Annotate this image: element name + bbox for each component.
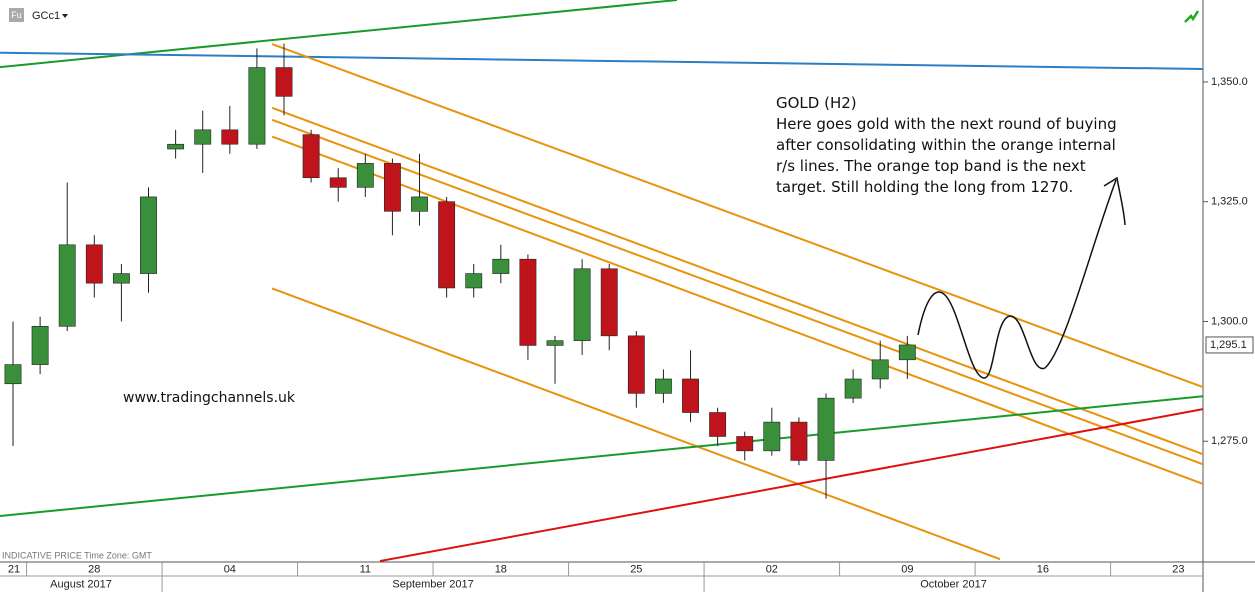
x-tick-label: 21 xyxy=(8,563,20,575)
trendline xyxy=(379,408,1204,563)
candle-body xyxy=(194,129,212,145)
annotation-line: after consolidating within the orange in… xyxy=(776,136,1116,154)
candle-body xyxy=(275,67,293,97)
trendlines xyxy=(0,0,1204,563)
candle-body xyxy=(329,177,347,188)
candle-body xyxy=(31,325,49,365)
projection-curve xyxy=(917,176,1126,379)
candle-body xyxy=(763,421,781,452)
candle-body xyxy=(898,344,916,361)
candle-body xyxy=(736,436,754,452)
candle-body xyxy=(112,273,130,284)
candle-body xyxy=(519,258,537,346)
candle-body xyxy=(302,134,320,179)
candle-body xyxy=(844,378,862,399)
x-tick-label: 23 xyxy=(1172,563,1184,575)
month-label: October 2017 xyxy=(920,578,987,590)
y-tick-label: 1,325.0 xyxy=(1211,196,1248,208)
candle-body xyxy=(546,340,564,346)
trendline xyxy=(271,106,1204,456)
watermark: www.tradingchannels.uk xyxy=(123,390,296,406)
x-tick-label: 11 xyxy=(360,563,371,575)
trendline xyxy=(271,43,1204,389)
candle-body xyxy=(85,244,103,284)
trendline xyxy=(0,395,1204,518)
y-axis-panel xyxy=(1203,0,1255,592)
month-label: September 2017 xyxy=(392,578,473,590)
x-tick-label: 04 xyxy=(224,563,236,575)
candle-body xyxy=(58,244,76,327)
candle-body xyxy=(167,143,185,150)
candle-body xyxy=(4,364,22,385)
trendline xyxy=(271,135,1204,485)
y-tick-label: 1,300.0 xyxy=(1211,315,1248,327)
candle-body xyxy=(383,163,401,212)
last-price-box xyxy=(1205,336,1254,354)
x-tick-label: 02 xyxy=(766,563,778,575)
candle-body xyxy=(627,335,645,394)
badge: Fu xyxy=(11,10,22,20)
symbol[interactable]: GCc1 xyxy=(32,10,60,22)
candle-body xyxy=(871,359,889,380)
candle-body xyxy=(654,378,672,394)
x-tick-label: 18 xyxy=(495,563,507,575)
candle-body xyxy=(817,397,835,461)
candle-body xyxy=(221,129,239,145)
candle-body xyxy=(790,421,808,461)
candle-body xyxy=(248,67,266,145)
trendline xyxy=(271,118,1204,466)
x-tick-label: 28 xyxy=(88,563,100,575)
footer: INDICATIVE PRICE Time Zone: GMT xyxy=(2,550,152,560)
trendline xyxy=(0,0,678,69)
candle-body xyxy=(465,273,483,289)
x-tick-label: 16 xyxy=(1037,563,1049,575)
candle-body xyxy=(492,258,510,274)
badge-box xyxy=(9,8,24,22)
x-tick-label: 09 xyxy=(901,563,913,575)
trendline xyxy=(0,51,1204,70)
candle-body xyxy=(140,196,157,274)
candle-body xyxy=(356,163,374,188)
candle-body xyxy=(682,378,699,413)
y-tick-label: 1,275.0 xyxy=(1211,435,1248,447)
annotation-line: GOLD (H2) xyxy=(776,94,857,112)
dropdown-arrow[interactable] xyxy=(62,14,68,18)
candles xyxy=(4,43,916,499)
trendline xyxy=(271,287,1001,561)
month-label: August 2017 xyxy=(50,578,112,590)
candle-body xyxy=(709,412,727,437)
annotation-line: target. Still holding the long from 1270… xyxy=(776,178,1073,196)
x-tick-label: 25 xyxy=(630,563,642,575)
candle-body xyxy=(600,268,618,337)
candle-body xyxy=(573,268,591,341)
annotation-line: Here goes gold with the next round of bu… xyxy=(776,115,1117,133)
status-icon xyxy=(1184,10,1200,23)
candle-body xyxy=(438,201,456,289)
annotation-line: r/s lines. The orange top band is the ne… xyxy=(776,157,1086,175)
last-price-label: 1,295.1 xyxy=(1210,339,1247,351)
y-tick-label: 1,350.0 xyxy=(1211,76,1248,88)
candle-body xyxy=(411,196,428,212)
